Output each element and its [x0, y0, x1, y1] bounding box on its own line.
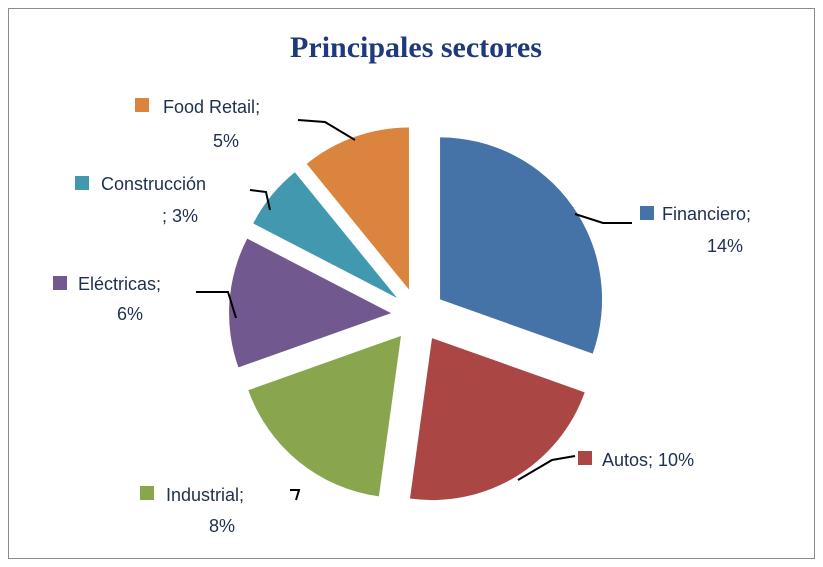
data-labels: Financiero;14%Autos; 10%Industrial;8%Eléc… [53, 97, 751, 536]
label-name: Food Retail [163, 97, 255, 117]
label-separator: ; [255, 97, 260, 117]
data-label: Food Retail; [163, 97, 260, 117]
leader-line [297, 119, 356, 141]
label-value: 6% [117, 304, 143, 324]
label-separator: ; [648, 450, 653, 470]
pie [229, 127, 603, 501]
label-name: Autos [602, 450, 648, 470]
label-value: 3% [172, 206, 198, 226]
data-label: Autos; 10% [602, 450, 694, 470]
pie-slice [229, 238, 392, 368]
label-separator: ; [162, 206, 167, 226]
pie-slice [248, 335, 401, 497]
pie-slice [440, 137, 603, 354]
label-name: Financiero [662, 204, 746, 224]
label-key [140, 486, 154, 500]
label-name: Construcción [101, 174, 206, 194]
pie-slice [253, 172, 398, 298]
label-value: 10% [658, 450, 694, 470]
data-label: Industrial; [166, 485, 244, 505]
label-key [75, 176, 89, 190]
label-key [640, 206, 654, 220]
data-label: ; 3% [162, 206, 198, 226]
leader-line [574, 213, 632, 224]
label-name: Industrial [166, 485, 239, 505]
pie-slice [409, 338, 585, 501]
leader-line [290, 489, 301, 501]
pie-slice [306, 127, 409, 290]
label-key [53, 276, 67, 290]
label-separator: ; [746, 204, 751, 224]
data-label: Construcción [101, 174, 206, 194]
label-value: 5% [213, 131, 239, 151]
label-separator: ; [239, 485, 244, 505]
label-separator: ; [156, 274, 161, 294]
data-label: Financiero; [662, 204, 751, 224]
leader-line [196, 291, 237, 319]
chart-title: Principales sectores [290, 31, 542, 64]
label-key [135, 98, 149, 112]
leader-line [249, 189, 271, 211]
leader-line [517, 455, 576, 481]
label-key [578, 451, 592, 465]
data-label: Eléctricas; [78, 274, 161, 294]
label-value: 14% [707, 236, 743, 256]
label-name: Eléctricas [78, 274, 156, 294]
label-value: 8% [209, 516, 235, 536]
